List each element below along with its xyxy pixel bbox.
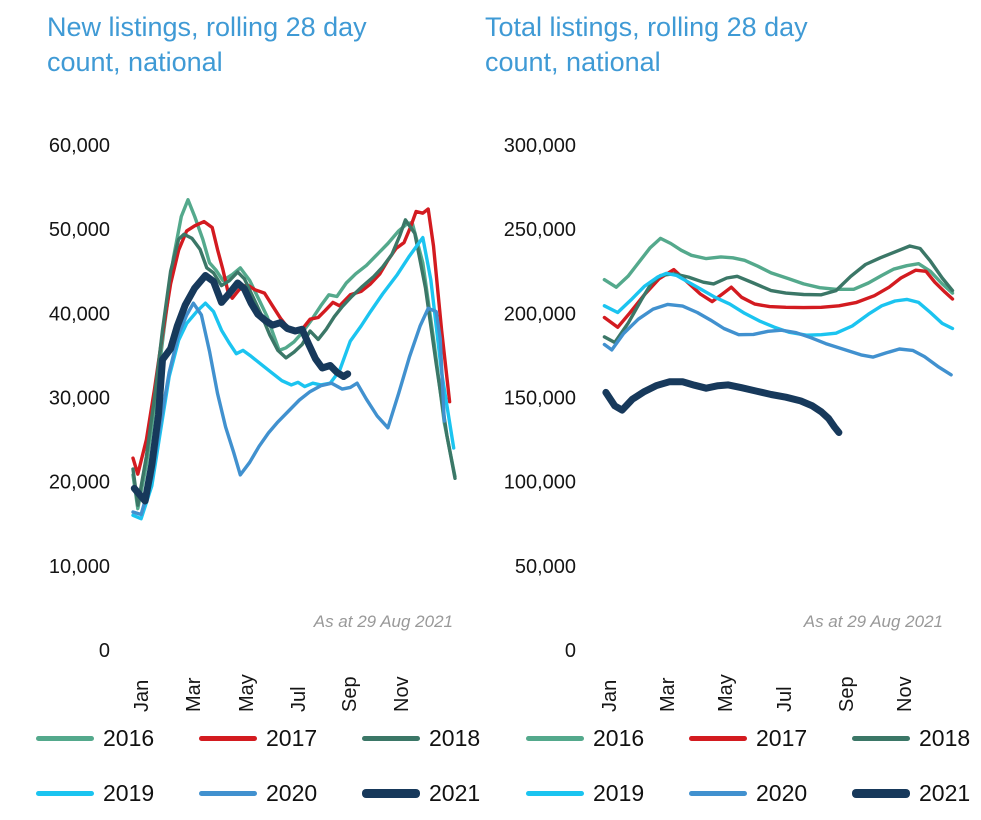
legend-label: 2016 xyxy=(103,724,155,751)
legend-label: 2019 xyxy=(103,779,155,806)
chart-legend: 2016 2017 2018 2019 2020 2021 xyxy=(526,724,976,807)
legend-item-2021: 2021 xyxy=(852,779,976,807)
legend-line-swatch xyxy=(526,790,584,796)
series-line-2019 xyxy=(602,271,955,337)
y-axis-tick-label: 300,000 xyxy=(504,135,576,157)
x-axis-tick-label: Nov xyxy=(391,676,413,712)
series-line-2017 xyxy=(131,207,452,476)
y-axis-tick-label: 150,000 xyxy=(504,388,576,410)
legend-line-swatch xyxy=(852,735,910,741)
x-axis-tick-label: Mar xyxy=(183,677,205,712)
y-axis-tick-label: 200,000 xyxy=(504,303,576,325)
x-axis-tick-label: May xyxy=(715,674,737,712)
legend-line-swatch xyxy=(36,790,94,796)
x-axis-tick-label: Sep xyxy=(836,676,858,712)
legend-label: 2016 xyxy=(593,724,645,751)
legend-item-2018: 2018 xyxy=(362,724,486,752)
legend-item-2020: 2020 xyxy=(199,779,362,807)
series-line-2018 xyxy=(131,218,457,507)
legend-label: 2017 xyxy=(756,724,808,751)
y-axis-tick-label: 20,000 xyxy=(49,472,110,494)
x-axis-tick-label: Nov xyxy=(894,676,916,712)
series-line-2016 xyxy=(602,236,955,295)
legend-line-swatch xyxy=(689,790,747,796)
legend-item-2020: 2020 xyxy=(689,779,852,807)
legend-line-swatch xyxy=(526,735,584,741)
legend-line-swatch xyxy=(36,735,94,741)
chart-title: New listings, rolling 28 day count, nati… xyxy=(47,12,367,77)
legend-line-swatch xyxy=(852,788,910,798)
y-axis-tick-label: 100,000 xyxy=(504,472,576,494)
series-line-2019 xyxy=(131,235,456,521)
legend-item-2019: 2019 xyxy=(526,779,689,807)
as-at-note: As at 29 Aug 2021 xyxy=(313,612,453,631)
legend-label: 2020 xyxy=(266,779,318,806)
x-axis-tick-label: Mar xyxy=(657,677,679,712)
legend-item-2017: 2017 xyxy=(689,724,852,752)
legend-label: 2019 xyxy=(593,779,645,806)
legend-item-2016: 2016 xyxy=(36,724,199,752)
legend-line-swatch xyxy=(362,788,420,798)
line-plot: 60,000 50,000 40,000 30,000 20,000 10,000 0 Jan… xyxy=(49,135,457,712)
x-axis-tick-label: Jul xyxy=(288,686,310,712)
x-axis-tick-label: Jul xyxy=(774,686,796,712)
chart-new-listings: New listings, rolling 28 day count, nati… xyxy=(36,12,486,807)
y-axis-tick-label: 60,000 xyxy=(49,135,110,157)
legend-label: 2017 xyxy=(266,724,318,751)
legend-item-2017: 2017 xyxy=(199,724,362,752)
legend-line-swatch xyxy=(689,735,747,741)
chart-legend: 2016 2017 2018 2019 2020 2021 xyxy=(36,724,486,807)
series-line-2020 xyxy=(131,301,446,517)
y-axis-tick-label: 0 xyxy=(565,640,576,662)
y-axis-tick-label: 10,000 xyxy=(49,556,110,578)
x-axis-tick-label: Jan xyxy=(599,680,621,712)
legend-label: 2021 xyxy=(429,779,481,806)
y-axis-tick-label: 50,000 xyxy=(515,556,576,578)
legend-item-2018: 2018 xyxy=(852,724,976,752)
as-at-note: As at 29 Aug 2021 xyxy=(803,612,943,631)
legend-item-2016: 2016 xyxy=(526,724,689,752)
legend-label: 2021 xyxy=(919,779,971,806)
legend-label: 2018 xyxy=(919,724,971,751)
series-line-2021 xyxy=(602,378,843,436)
legend-item-2019: 2019 xyxy=(36,779,199,807)
legend-line-swatch xyxy=(199,735,257,741)
legend-line-swatch xyxy=(362,735,420,741)
line-plot: 300,000 250,000 200,000 150,000 100,000 50,00… xyxy=(504,135,955,712)
y-axis-tick-label: 30,000 xyxy=(49,388,110,410)
legend-label: 2020 xyxy=(756,779,808,806)
y-axis-tick-label: 0 xyxy=(99,640,110,662)
x-axis-tick-label: May xyxy=(236,674,258,712)
series-line-2021 xyxy=(130,272,352,505)
x-axis-tick-label: Sep xyxy=(339,676,361,712)
series-line-2020 xyxy=(602,302,953,377)
chart-total-listings: Total listings, rolling 28 day count, na… xyxy=(485,0,981,820)
legend-line-swatch xyxy=(199,790,257,796)
legend-label: 2018 xyxy=(429,724,481,751)
y-axis-tick-label: 40,000 xyxy=(49,303,110,325)
legend-item-2021: 2021 xyxy=(362,779,486,807)
y-axis-tick-label: 50,000 xyxy=(49,219,110,241)
chart-title: Total listings, rolling 28 day count, na… xyxy=(485,12,808,77)
y-axis-tick-label: 250,000 xyxy=(504,219,576,241)
x-axis-tick-label: Jan xyxy=(131,680,153,712)
